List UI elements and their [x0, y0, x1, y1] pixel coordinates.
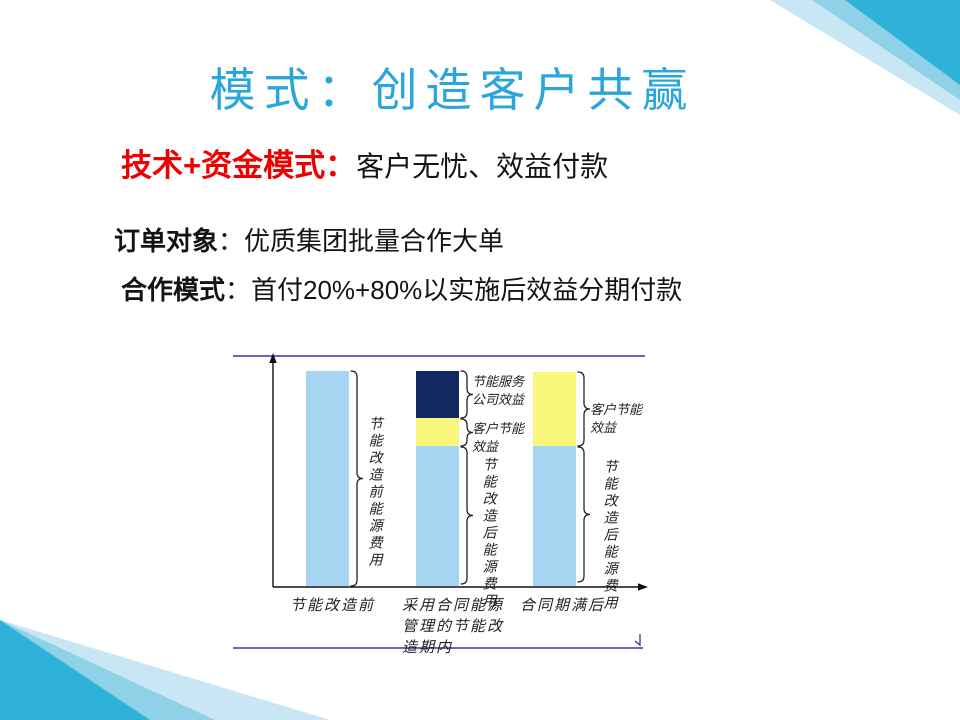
bar3-top-brace [577, 371, 591, 447]
bar2-mid-brace [460, 418, 474, 447]
bar3-bottom-brace-label: 节能改造后能源费用 [601, 459, 618, 612]
order-line-value: ：优质集团批量合作大单 [218, 226, 505, 256]
bar2-top-brace-label: 节能服务 公司效益 [472, 375, 525, 409]
bar2-energy-cost-after [416, 446, 459, 586]
bar3-top-brace-label: 客户节能 效益 [590, 403, 643, 437]
bar2-mid-brace-label: 客户节能 效益 [472, 422, 525, 456]
bar3-bottom-brace [577, 446, 591, 583]
bar2-top-brace [460, 370, 474, 419]
cooperation-line-value: ：首付20%+80%以实施后效益分期付款 [225, 275, 683, 305]
text-anchor-mark [634, 634, 641, 647]
x-label-during: 采用合同能源 管理的节能改 造期内 [402, 596, 505, 656]
bar3-energy-cost-after [533, 446, 576, 586]
mode-headline-value: 客户无忧、效益付款 [356, 151, 609, 182]
energy-cost-diagram: 节能改造前能源费用 节能服务 公司效益 客户节能 效益 节能改造后能源费用 客户… [230, 350, 660, 660]
cooperation-line: 合作模式：首付20%+80%以实施后效益分期付款 [121, 270, 682, 307]
order-line: 订单对象：优质集团批量合作大单 [114, 221, 504, 258]
mode-headline-label: 技术+资金模式： [121, 148, 357, 183]
triangle-cyan [0, 620, 150, 720]
bar2-company-benefit [416, 371, 459, 418]
corner-decoration-top-right [770, 0, 960, 115]
y-axis-arrow-icon [269, 353, 277, 363]
mode-headline: 技术+资金模式：客户无忧、效益付款 [121, 140, 608, 185]
bar3-customer-benefit [533, 372, 576, 446]
cooperation-line-label: 合作模式 [121, 275, 226, 305]
diagram-canvas [233, 353, 648, 649]
bar1-brace-label: 节能改造前能源费用 [366, 416, 383, 569]
x-axis-arrow-icon [638, 583, 648, 591]
bar1-brace [350, 370, 364, 587]
x-label-after: 合同期满后 [520, 596, 606, 614]
x-label-before: 节能改造前 [290, 596, 376, 614]
bar2-bottom-brace-label: 节能改造后能源费用 [480, 457, 497, 610]
bar1-energy-cost-before [306, 371, 349, 586]
bar2-customer-benefit [416, 418, 459, 446]
bar2-bottom-brace [460, 446, 474, 585]
triangle-cyan [845, 0, 960, 85]
slide-title: 模式：创造客户共赢 [209, 63, 696, 117]
order-line-label: 订单对象 [114, 226, 219, 256]
corner-decoration-bottom-left [0, 620, 330, 720]
